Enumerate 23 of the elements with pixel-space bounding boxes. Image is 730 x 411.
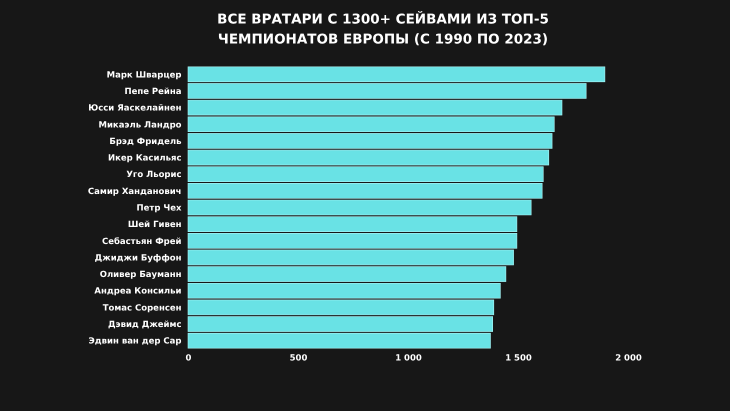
y-tick-label: Юсси Яаскелайнен bbox=[88, 104, 182, 114]
y-tick-label: Петр Чех bbox=[136, 204, 182, 214]
y-tick-label: Микаэль Ландро bbox=[98, 120, 182, 130]
x-tick-label: 1 000 bbox=[395, 354, 422, 364]
y-tick-label: Томас Соренсен bbox=[102, 303, 182, 314]
y-tick-label: Самир Ханданович bbox=[88, 186, 182, 197]
y-tick-label: Андреа Консильи bbox=[94, 286, 182, 297]
y-tick-label: Оливер Бауманн bbox=[100, 270, 182, 280]
x-tick-label: 1 500 bbox=[505, 354, 532, 364]
y-tick-label: Эдвин ван дер Сар bbox=[88, 336, 182, 347]
y-tick-label: Шей Гивен bbox=[128, 220, 182, 230]
chart-title: ВСЕ ВРАТАРИ С 1300+ СЕЙВАМИ ИЗ ТОП-5 ЧЕМПИОНАТОВ ЕВРОПЫ (С 1990 ПО 2023) bbox=[217, 10, 549, 48]
y-tick-label: Дэвид Джеймс bbox=[108, 320, 182, 330]
y-tick-label: Марк Шварцер bbox=[106, 70, 182, 80]
y-tick-label: Джиджи Буффон bbox=[94, 253, 182, 264]
x-tick-label: 2 000 bbox=[615, 354, 642, 364]
y-tick-label: Уго Льорис bbox=[126, 170, 182, 180]
x-tick-label: 500 bbox=[290, 354, 308, 364]
y-tick-label: Брэд Фридель bbox=[109, 136, 182, 147]
y-tick-label: Икер Касильяс bbox=[108, 154, 182, 164]
x-tick-label: 0 bbox=[186, 354, 192, 364]
y-tick-label: Пепе Рейна bbox=[124, 86, 182, 97]
y-tick-label: Себастьян Фрей bbox=[102, 236, 182, 247]
